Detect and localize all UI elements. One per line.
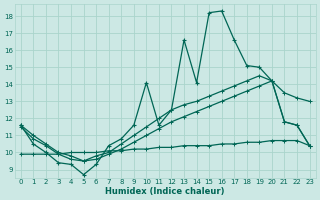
X-axis label: Humidex (Indice chaleur): Humidex (Indice chaleur) [106, 187, 225, 196]
